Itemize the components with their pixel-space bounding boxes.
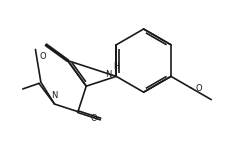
Text: O: O	[40, 52, 46, 61]
Text: N: N	[105, 70, 112, 79]
Text: H: H	[113, 62, 119, 71]
Text: O: O	[195, 84, 202, 93]
Text: O: O	[90, 115, 97, 123]
Text: N: N	[51, 91, 58, 100]
